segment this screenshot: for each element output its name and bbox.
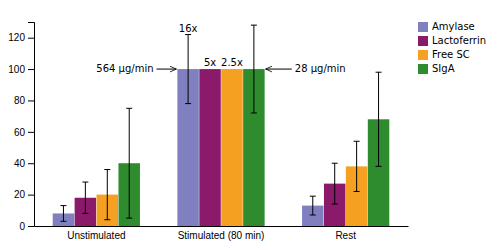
y-tick-mark [28, 132, 34, 133]
y-tick-mark [28, 38, 34, 39]
legend-item: Amylase [418, 21, 475, 32]
y-tick-label: 0 [19, 221, 25, 232]
y-tick-mark [28, 100, 34, 101]
legend-swatch [418, 64, 428, 74]
annotations: 16x 5x 2.5x 564 μg/min 28 μg/min [96, 23, 345, 75]
x-tick-label: Stimulated (80 min) [178, 230, 265, 241]
x-axis-line [35, 226, 409, 227]
error-bar [104, 170, 110, 220]
x-tick: Rest [335, 230, 356, 241]
y-tick-label: 20 [14, 189, 26, 200]
y-tick-label: 40 [14, 158, 26, 169]
error-bar [354, 141, 360, 191]
y-tick-mark [28, 195, 34, 196]
y-tick: 40 [14, 158, 34, 169]
y-tick-label: 120 [8, 32, 25, 43]
y-tick-mark [28, 163, 34, 164]
y-tick: 0 [19, 221, 34, 232]
error-bar [126, 108, 132, 218]
y-tick: 60 [14, 127, 34, 138]
bar-annotation: 5x [204, 57, 216, 68]
legend-label: SIgA [432, 63, 455, 74]
y-tick: 80 [14, 95, 34, 106]
legend-label: Free SC [432, 49, 470, 60]
legend-label: Amylase [432, 21, 475, 32]
x-tick-label: Rest [335, 230, 356, 241]
y-axis: 0 20 40 60 80 100 120 [8, 23, 34, 232]
error-bar [82, 182, 88, 213]
x-tick-label: Unstimulated [67, 230, 125, 241]
error-bar [185, 35, 191, 104]
bar-annotation: 2.5x [221, 57, 243, 68]
legend-swatch [418, 36, 428, 46]
x-tick: Unstimulated [67, 230, 125, 241]
legend-label: Lactoferrin [432, 35, 486, 46]
legend-swatch [418, 22, 428, 32]
y-tick: 100 [8, 64, 34, 75]
error-bar [60, 206, 66, 222]
y-tick-label: 100 [8, 64, 25, 75]
y-tick-label: 80 [14, 95, 26, 106]
y-axis-line [28, 23, 35, 227]
bar [199, 69, 220, 226]
arrow-annotation: 28 μg/min [295, 63, 346, 74]
bar [221, 69, 242, 226]
arrow [157, 69, 177, 70]
legend-item: Free SC [418, 49, 470, 60]
legend: Amylase Lactoferrin Free SC SIgA [418, 21, 486, 74]
error-bar [332, 163, 338, 204]
x-tick: Stimulated (80 min) [178, 230, 265, 241]
y-tick: 120 [8, 32, 34, 43]
y-tick-mark [28, 69, 34, 70]
y-tick-label: 60 [14, 127, 26, 138]
bar-annotation: 16x [179, 23, 198, 34]
legend-item: SIgA [418, 63, 455, 74]
x-axis: Unstimulated Stimulated (80 min) Rest [35, 227, 409, 242]
error-bar [376, 72, 382, 166]
error-bar [251, 25, 257, 113]
y-tick: 20 [14, 189, 34, 200]
arrow [266, 69, 292, 70]
arrow-annotation: 564 μg/min [96, 63, 153, 74]
error-bar [310, 196, 316, 215]
bars [53, 25, 390, 226]
y-tick-mark [28, 226, 34, 227]
legend-item: Lactoferrin [418, 35, 486, 46]
legend-swatch [418, 50, 428, 60]
chart: 0 20 40 60 80 100 120 Unstimulated Stimulated (8… [0, 0, 500, 250]
